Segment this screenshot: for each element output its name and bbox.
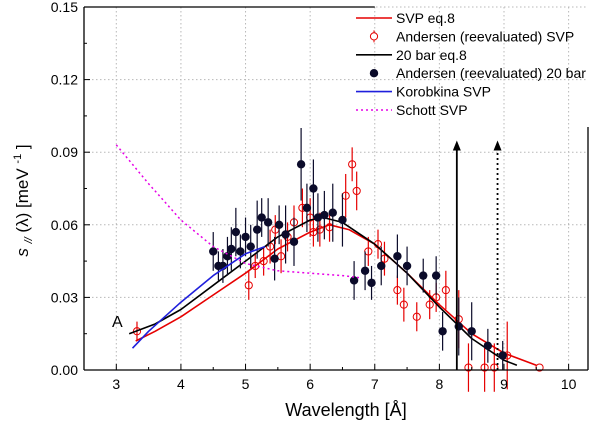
data-point-filled: [223, 252, 232, 261]
data-point-open: [425, 300, 434, 309]
annotation-label: A: [112, 314, 123, 331]
data-point-open: [480, 363, 489, 372]
y-tick-label: 0.15: [51, 0, 78, 15]
data-point-open: [441, 286, 450, 295]
data-point-open: [352, 186, 361, 196]
y-tick-label: 0.03: [51, 289, 78, 305]
data-point-filled: [360, 266, 370, 275]
data-point-filled: [231, 227, 241, 237]
y-label-rest: (λ) [meV: [13, 168, 32, 233]
data-point-filled: [498, 351, 507, 360]
data-point-open: [315, 225, 324, 234]
data-point-filled: [313, 213, 323, 222]
x-tick-label: 8: [435, 376, 443, 392]
data-point-filled: [320, 210, 329, 220]
legend-label: 20 bar eq.8: [396, 47, 467, 63]
legend-label: Andersen (reevaluated) SVP: [396, 28, 574, 44]
y-tick-label: 0.06: [51, 217, 78, 233]
data-point-filled: [241, 232, 250, 242]
x-tick-label: 3: [112, 376, 120, 392]
legend: SVP eq.8 Andersen (reevaluated) SVP 20 bar…: [356, 10, 586, 118]
data-point-filled: [483, 341, 493, 350]
legend-label: Schott SVP: [396, 102, 468, 118]
data-point-filled: [377, 261, 386, 271]
x-tick-label: 4: [177, 376, 185, 392]
data-point-filled: [281, 230, 290, 239]
data-point-filled: [309, 184, 318, 193]
data-point-filled: [402, 261, 412, 271]
x-tick-label: 9: [500, 376, 508, 392]
legend-swatch: [369, 32, 379, 41]
data-point-filled: [438, 327, 447, 336]
data-point-filled: [454, 322, 463, 331]
y-label-end: ]: [13, 144, 32, 149]
data-point-open: [399, 300, 408, 309]
series-line: [135, 224, 537, 366]
legend-swatch: [369, 69, 379, 78]
axes: 3 4 5 6 7 8 9 10 0.00 0.03 0.06 0.09 0.12 0.15: [51, 0, 589, 392]
data-point-filled: [302, 203, 312, 213]
y-tick-label: 0.00: [51, 362, 78, 378]
data-point-filled: [328, 208, 337, 217]
data-point-filled: [419, 271, 428, 280]
data-point-filled: [467, 327, 476, 336]
data-point-open: [393, 286, 402, 295]
series-layer: [115, 128, 544, 392]
data-point-filled: [252, 225, 262, 234]
x-tick-label: 7: [371, 376, 379, 392]
y-label-sub: //: [23, 236, 35, 244]
data-point-filled: [367, 278, 376, 288]
arrow-head: [452, 140, 461, 151]
arrow-head: [493, 140, 502, 151]
data-point-filled: [296, 160, 306, 169]
legend-label: SVP eq.8: [396, 10, 455, 26]
data-point-filled: [349, 276, 359, 285]
x-tick-label: 6: [306, 376, 314, 392]
data-point-filled: [246, 242, 255, 251]
x-tick-label: 5: [242, 376, 250, 392]
x-tick-label: 10: [561, 376, 577, 392]
data-point-open: [348, 160, 357, 169]
data-point-filled: [393, 252, 402, 261]
data-point-open: [412, 312, 421, 321]
data-point-filled: [289, 237, 299, 246]
data-point-open: [244, 281, 253, 290]
y-label-base: s: [13, 248, 32, 257]
data-point-filled: [263, 218, 273, 227]
data-point-open: [490, 363, 499, 372]
legend-label: Korobkina SVP: [396, 84, 491, 100]
data-point-filled: [270, 254, 279, 263]
data-point-filled: [209, 247, 218, 256]
y-tick-label: 0.09: [51, 144, 78, 160]
y-tick-label: 0.12: [51, 72, 78, 88]
y-label-sup: -1: [12, 154, 24, 164]
data-point-filled: [338, 215, 347, 225]
data-point-filled: [274, 220, 284, 229]
data-point-filled: [227, 244, 236, 254]
grid: [84, 6, 588, 371]
data-point-filled: [431, 271, 441, 280]
series-line: [131, 245, 266, 349]
data-point-filled: [257, 213, 266, 222]
series-line: [115, 144, 362, 279]
data-point-open: [259, 257, 268, 266]
y-axis-label: s // (λ) [meV -1 ]: [6, 144, 36, 256]
x-axis-label: Wavelength [Å]: [285, 400, 406, 420]
legend-label: Andersen (reevaluated) 20 bar: [396, 65, 586, 81]
data-point-filled: [236, 247, 245, 256]
